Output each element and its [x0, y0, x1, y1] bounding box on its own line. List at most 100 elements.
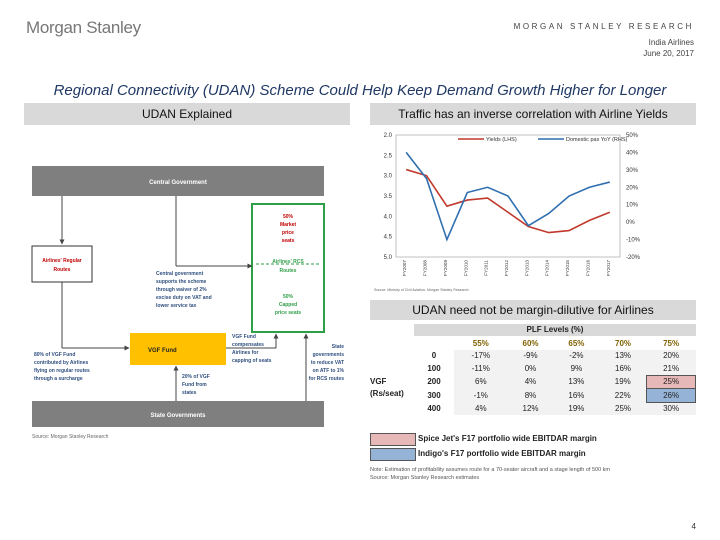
- udan-margin-heading: UDAN need not be margin-dilutive for Air…: [370, 300, 696, 320]
- regular-routes-line2: Routes: [54, 267, 71, 273]
- central-government-label: Central Government: [149, 180, 207, 186]
- plf-row: 300 -1% 8% 16% 22% 26%: [414, 388, 696, 403]
- capped-seats-line1: 50%: [283, 294, 294, 300]
- plf-cell: -17%: [454, 349, 508, 362]
- vgf-80-line2: contributed by Airlines: [34, 360, 88, 366]
- plf-row: 0 -17% -9% -2% 13% 20%: [414, 349, 696, 362]
- plf-cell: 21%: [646, 362, 696, 375]
- x-tick-label: FY2014: [545, 260, 550, 277]
- vgf-compensates-line3: Airlines for: [232, 350, 258, 356]
- plf-cell: 20%: [646, 349, 696, 362]
- page-title: Regional Connectivity (UDAN) Scheme Coul…: [53, 82, 667, 99]
- central-government-box: [32, 166, 324, 196]
- x-tick-label: FY2007: [402, 260, 407, 277]
- plf-row: 100 -11% 0% 9% 16% 21%: [414, 362, 696, 375]
- left-tick-label: 3.5: [384, 194, 393, 200]
- left-tick-label: 4.0: [384, 214, 393, 220]
- plf-cell: 22%: [599, 388, 647, 402]
- vgf-compensates-line1: VGF Fund: [232, 334, 256, 340]
- left-tick-label: 5.0: [384, 255, 393, 261]
- plf-cell: 13%: [599, 349, 647, 362]
- rcs-routes-line1: Airlines' RCS: [272, 259, 304, 265]
- plf-cell: 13%: [553, 375, 600, 389]
- udan-flow-diagram: Central Government State Governments Air…: [31, 166, 345, 440]
- state-governments-label: State Governments: [150, 413, 206, 419]
- udan-explained-heading-text: UDAN Explained: [141, 107, 233, 121]
- plf-cell: 4%: [454, 402, 508, 415]
- plf-cell: -9%: [507, 349, 554, 362]
- vgf-value-cell: 100: [427, 364, 441, 373]
- x-tick-label: FY2010: [463, 260, 468, 277]
- plf-cell: 19%: [553, 402, 600, 415]
- regular-routes-line1: Airlines' Regular: [42, 258, 82, 264]
- plf-table: 55% 60% 65% 70% 75% 0 -17% -9% -2% 13% 20% 100 -11% 0…: [414, 337, 696, 415]
- x-tick-label: FY2008: [423, 260, 428, 277]
- plf-cell: 16%: [553, 388, 600, 402]
- vgf-label-line2: (Rs/seat): [370, 389, 404, 398]
- x-tick-label: FY2011: [484, 260, 489, 276]
- series-line-yields: [405, 168, 611, 234]
- yield-traffic-chart: 2.0 2.5 3.0 3.5 4.0 4.5 5.0 50% 40% 30% 20% 10% 0% -…: [374, 133, 641, 292]
- left-tick-label: 2.0: [384, 133, 393, 139]
- right-tick-label: -10%: [626, 238, 641, 244]
- chart-plot-area: [395, 134, 621, 258]
- x-tick-label: FY2013: [524, 260, 529, 277]
- market-seats-line4: seats: [282, 238, 295, 244]
- chart-source: Source: Ministry of Civil Aviation, Morg…: [374, 288, 469, 292]
- plf-header-cell: 65%: [568, 338, 585, 348]
- right-tick-label: 10%: [626, 203, 639, 209]
- plf-cell: -2%: [553, 349, 600, 362]
- plf-row: 200 6% 4% 13% 19% 25%: [414, 374, 696, 389]
- indigo-legend-swatch: [370, 448, 416, 461]
- vgf-80-line1: 80% of VGF Fund: [34, 352, 75, 358]
- left-tick-label: 3.0: [384, 174, 393, 180]
- spicejet-legend-swatch: [370, 433, 416, 446]
- vgf-20-line1: 20% of VGF: [182, 374, 210, 380]
- vgf-axis-label: VGF (Rs/seat): [370, 376, 404, 400]
- vgf-label-line1: VGF: [370, 377, 387, 386]
- state-reduce-line2: governments: [313, 352, 345, 358]
- capped-seats-line2: Capped: [279, 302, 297, 308]
- central-support-line5: lower service tax: [156, 303, 197, 309]
- vgf-20-line2: Fund from: [182, 382, 207, 388]
- right-tick-label: 50%: [626, 133, 639, 139]
- series-line-pax: [405, 151, 611, 242]
- central-support-line2: supports the scheme: [156, 279, 207, 285]
- x-tick-label: FY2017: [606, 260, 611, 277]
- left-tick-label: 2.5: [384, 153, 393, 159]
- plf-cell: 8%: [507, 388, 554, 402]
- capped-seats-line3: price seats: [275, 310, 301, 316]
- plf-header-cell: 75%: [663, 338, 680, 348]
- udan-margin-heading-text: UDAN need not be margin-dilutive for Air…: [412, 303, 654, 317]
- central-support-line4: excise duty on VAT and: [156, 295, 212, 301]
- right-tick-label: 0%: [626, 220, 635, 226]
- plf-cell: 9%: [553, 362, 600, 375]
- report-date: June 20, 2017: [643, 49, 694, 58]
- plf-cell: -1%: [454, 388, 508, 402]
- plf-cell: 6%: [454, 375, 508, 389]
- vgf-80-line4: through a surcharge: [34, 376, 83, 382]
- central-support-line3: through waiver of 2%: [156, 287, 207, 293]
- plf-cell: 26%: [646, 388, 696, 403]
- table-source: Source: Morgan Stanley Research estimate…: [370, 475, 480, 481]
- state-reduce-line4: on ATF to 1%: [313, 368, 345, 374]
- vgf-value-cell: 400: [427, 404, 441, 413]
- x-tick-label: FY2016: [585, 260, 590, 277]
- traffic-chart-heading-text: Traffic has an inverse correlation with …: [398, 107, 668, 121]
- vgf-value-cell: 300: [427, 390, 441, 400]
- plf-header-cell: 70%: [615, 338, 632, 348]
- market-seats-line1: 50%: [283, 214, 294, 220]
- vgf-80-line3: flying on regular routes: [34, 368, 90, 374]
- rcs-routes-line2: Routes: [280, 268, 297, 274]
- traffic-chart-heading: Traffic has an inverse correlation with …: [370, 103, 696, 125]
- vgf-value-cell: 200: [427, 377, 441, 387]
- plf-row: 400 4% 12% 19% 25% 30%: [414, 402, 696, 415]
- plf-cell: 25%: [599, 402, 647, 415]
- plf-cell: 0%: [507, 362, 554, 375]
- right-tick-label: 20%: [626, 185, 639, 191]
- plf-header-row: 55% 60% 65% 70% 75%: [414, 337, 696, 350]
- x-tick-label: FY2015: [565, 260, 570, 277]
- plf-cell: 30%: [646, 402, 696, 415]
- market-seats-line2: Market: [280, 222, 296, 228]
- research-label: MORGAN STANLEY RESEARCH: [513, 22, 694, 31]
